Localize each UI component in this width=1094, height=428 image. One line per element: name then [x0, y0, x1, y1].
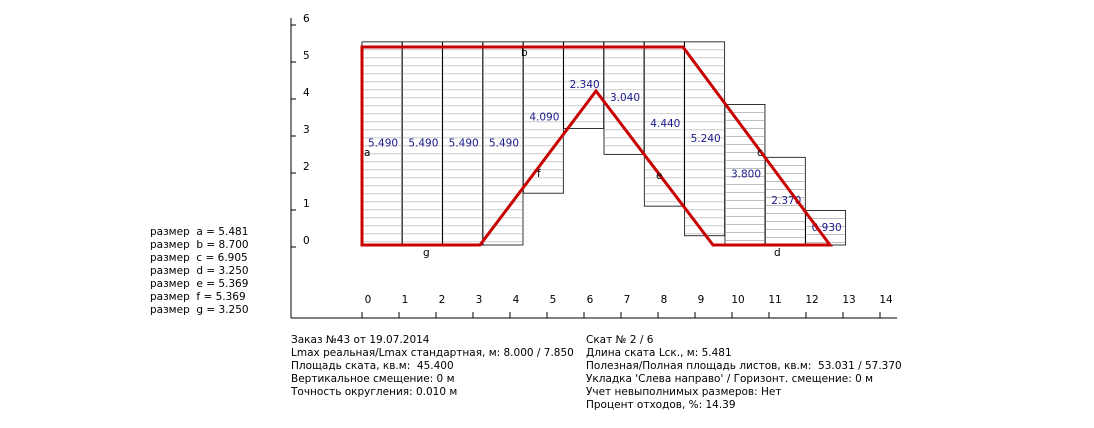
point-label: a	[364, 147, 370, 159]
point-label: c	[757, 147, 763, 159]
sheet-length: 5.490	[408, 137, 438, 149]
roof-outline	[360, 45, 833, 247]
order-info: Заказ №43 от 19.07.2014 Lmax реальная/Lma…	[291, 334, 574, 399]
slope-info: Скат № 2 / 6 Длина ската Lск., м: 5.481 По…	[586, 334, 902, 412]
y-tick-label: 6	[303, 13, 310, 25]
size-line: размер e = 5.369	[150, 278, 249, 290]
size-line: размер c = 6.905	[150, 252, 248, 264]
x-tick-label: 8	[661, 294, 668, 306]
x-tick-label: 5	[550, 294, 557, 306]
x-tick-label: 7	[624, 294, 631, 306]
x-tick-label: 11	[768, 294, 781, 306]
y-tick-label: 1	[303, 198, 310, 210]
info-line: Полезная/Полная площадь листов, кв.м: 53…	[586, 360, 902, 372]
sheet-length: 3.800	[731, 169, 761, 181]
y-tick-label: 2	[303, 161, 310, 173]
x-tick-label: 10	[731, 294, 744, 306]
size-line: размер f = 5.369	[150, 291, 246, 303]
info-line: Скат № 2 / 6	[586, 334, 654, 346]
sheet-length: 5.240	[691, 133, 721, 145]
info-line: Площадь ската, кв.м: 45.400	[291, 360, 454, 372]
size-line: размер b = 8.700	[150, 239, 249, 251]
size-line: размер a = 5.481	[150, 226, 249, 238]
x-tick-label: 3	[476, 294, 483, 306]
sheet-length: 4.090	[529, 112, 559, 124]
info-line: Укладка 'Слева направо' / Горизонт. смещ…	[586, 373, 874, 385]
x-tick-label: 4	[513, 294, 520, 306]
x-tick-label: 9	[698, 294, 705, 306]
sheet-length: 2.340	[570, 79, 600, 91]
y-tick-label: 4	[303, 87, 310, 99]
sheet	[482, 41, 524, 246]
point-label: f	[537, 168, 541, 180]
y-tick-label: 0	[303, 235, 310, 247]
info-line: Точность округления: 0.010 м	[291, 386, 458, 398]
y-tick-label: 5	[303, 50, 310, 62]
sheet-length: 3.040	[610, 92, 640, 104]
info-line: Учет невыполнимых размеров: Нет	[586, 386, 782, 398]
size-line: размер g = 3.250	[150, 304, 249, 316]
x-tick-label: 1	[402, 294, 409, 306]
info-line: Процент отходов, %: 14.39	[586, 399, 736, 411]
info-line: Длина ската Lск., м: 5.481	[586, 347, 732, 359]
x-tick-label: 13	[842, 294, 855, 306]
point-label: g	[423, 247, 430, 259]
size-list: размер a = 5.481 размер b = 8.700 размер c…	[150, 226, 249, 317]
sheet-length: 4.440	[650, 118, 680, 130]
x-tick-label: 14	[879, 294, 893, 306]
sheet	[522, 41, 564, 194]
y-tick-label: 3	[303, 124, 310, 136]
point-label: e	[656, 170, 662, 182]
x-tick-label: 2	[439, 294, 446, 306]
point-label: b	[521, 47, 528, 59]
point-label: d	[774, 247, 781, 259]
info-line: Заказ №43 от 19.07.2014	[291, 334, 430, 346]
x-tick-label: 0	[365, 294, 372, 306]
sheets: 5.490 5.490 5.490 5.490 4.090 2.340 3.040 4.440…	[361, 41, 847, 246]
sheet	[724, 104, 766, 246]
size-line: размер d = 3.250	[150, 265, 249, 277]
x-tick-label: 6	[587, 294, 594, 306]
sheet-length: 5.490	[489, 137, 519, 149]
info-line: Вертикальное смещение: 0 м	[291, 373, 455, 385]
x-tick-label: 12	[805, 294, 818, 306]
sheet-length: 5.490	[449, 137, 479, 149]
sheet-length: 5.490	[368, 137, 398, 149]
info-line: Lmax реальная/Lmax стандартная, м: 8.000…	[291, 347, 574, 359]
